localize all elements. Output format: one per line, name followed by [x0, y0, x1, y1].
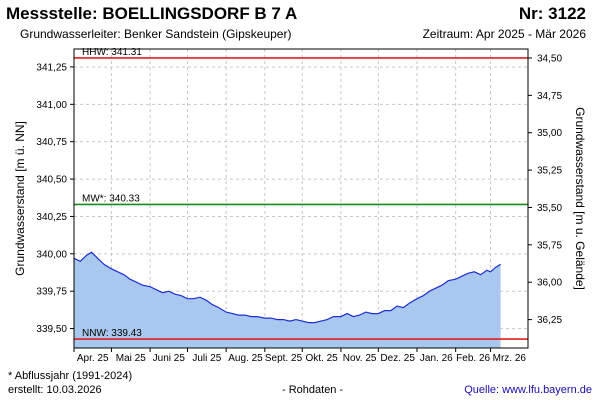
y-tick-label: 339,50 — [36, 324, 67, 335]
x-tick-label: Apr. 25 — [77, 353, 109, 364]
y-tick-label: 340,25 — [36, 212, 67, 223]
y-tick-label: 339,75 — [36, 287, 67, 298]
x-tick-label: Juni 25 — [153, 353, 186, 364]
y-right-tick-label: 35,00 — [537, 128, 562, 139]
y-tick-label: 341,00 — [36, 100, 67, 111]
x-tick-label: Feb. 26 — [456, 353, 490, 364]
station-number: Nr: 3122 — [518, 4, 586, 23]
y-right-axis-title: Grundwasserstand [m u. Gelände] — [573, 107, 587, 290]
y-right-tick-label: 34,75 — [537, 91, 562, 102]
period-label: Zeitraum: Apr 2025 - Mär 2026 — [422, 27, 586, 41]
x-tick-label: Jan. 26 — [420, 353, 453, 364]
x-tick-label: Juli 25 — [192, 353, 221, 364]
reference-line-label: NNW: 339.43 — [82, 328, 142, 339]
y-right-tick-label: 36,00 — [537, 278, 562, 289]
y-right-tick-label: 35,50 — [537, 203, 562, 214]
y-right-tick-label: 35,75 — [537, 240, 562, 251]
y-tick-label: 340,00 — [36, 249, 67, 260]
x-tick-label: Okt. 25 — [305, 353, 338, 364]
plot-frame — [73, 48, 529, 349]
y-tick-label: 341,25 — [36, 62, 67, 73]
y-tick-label: 340,75 — [36, 137, 67, 148]
x-tick-label: Nov. 25 — [343, 353, 377, 364]
y-right-tick-label: 35,25 — [537, 166, 562, 177]
y-right-tick-label: 36,25 — [537, 315, 562, 326]
x-tick-label: Sept. 25 — [265, 353, 303, 364]
reference-line-label: MW*: 340.33 — [82, 193, 140, 204]
source-link[interactable]: Quelle: www.lfu.bayern.de — [464, 384, 592, 396]
x-tick-label: Mrz. 26 — [493, 353, 527, 364]
groundwater-line — [73, 251, 501, 324]
footnote: * Abflussjahr (1991-2024) — [8, 370, 133, 382]
y-right-tick-label: 34,50 — [537, 53, 562, 64]
groundwater-area — [74, 252, 501, 348]
x-tick-label: Aug. 25 — [228, 353, 263, 364]
reference-line-label: HHW: 341.31 — [82, 47, 142, 58]
y-axis-title: Grundwasserstand [m ü. NN] — [13, 121, 27, 276]
created-date: erstellt: 10.03.2026 — [8, 384, 102, 396]
y-tick-label: 340,50 — [36, 175, 67, 186]
raw-data-note: - Rohdaten - — [282, 384, 344, 396]
station-title: Messstelle: BOELLINGSDORF B 7 A — [6, 4, 298, 23]
x-tick-label: Mai 25 — [116, 353, 146, 364]
x-tick-label: Dez. 25 — [380, 353, 415, 364]
aquifer-label: Grundwasserleiter: Benker Sandstein (Gip… — [20, 27, 292, 41]
